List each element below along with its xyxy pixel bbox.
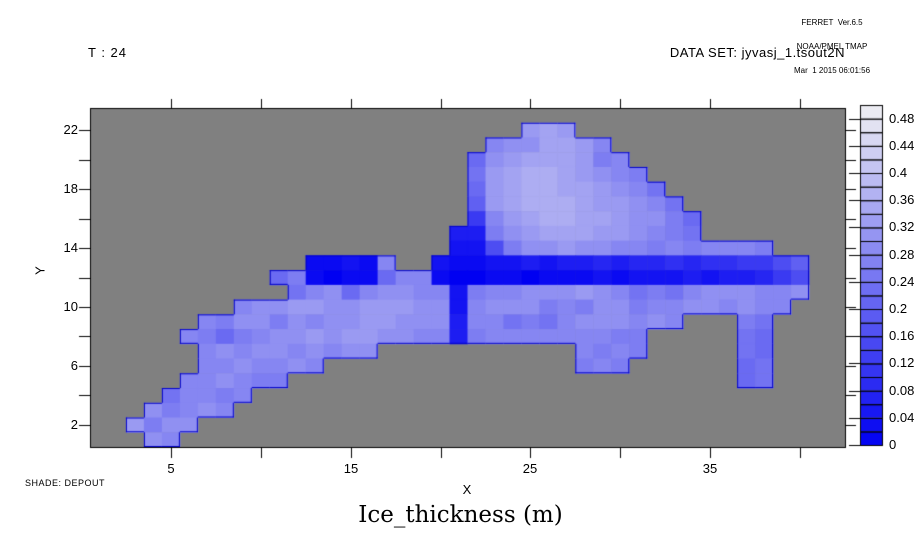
colorbar-tick-label: 0.16	[889, 328, 915, 343]
colorbar-tick-label: 0.32	[889, 219, 915, 234]
x-axis-title: X	[462, 482, 472, 497]
x-tick-label: 25	[522, 461, 538, 476]
dataset-label: DATA SET: jyvasj_1.tsout2N	[669, 45, 845, 60]
colorbar-tick-label: 0.04	[889, 410, 915, 425]
colorbar-tick-label: 0.08	[889, 383, 915, 398]
colorbar-tick-label: 0.24	[889, 274, 915, 289]
colorbar-tick-label: 0.12	[889, 355, 915, 370]
y-tick-label: 18	[63, 181, 78, 196]
time-step-label: T : 24	[88, 45, 128, 60]
ferret-org-text: NOAA/PMEL TMAP	[796, 42, 868, 51]
x-tick-label: 15	[343, 461, 359, 476]
y-axis-title: Y	[32, 266, 48, 275]
colorbar-tick-label: 0.36	[889, 192, 915, 207]
ferret-date-text: Mar 1 2015 06:01:56	[793, 66, 871, 75]
ferret-credit-block: FERRET Ver.6.5 NOAA/PMEL TMAP Mar 1 2015…	[757, 3, 907, 83]
colorbar-tick-label: 0.44	[889, 138, 915, 153]
shade-command-label: SHADE: DEPOUT	[25, 478, 106, 488]
x-tick-label: 5	[167, 461, 175, 476]
y-tick-label: 22	[63, 122, 78, 137]
y-tick-label: 14	[63, 240, 78, 255]
colorbar-tick-label: 0.2	[889, 301, 908, 316]
y-tick-label: 6	[70, 358, 78, 373]
ferret-version-text: FERRET Ver.6.5	[801, 18, 863, 27]
x-tick-label: 35	[702, 461, 718, 476]
colorbar-tick-label: 0.28	[889, 247, 915, 262]
colorbar-tick-label: 0	[889, 437, 897, 452]
y-tick-label: 2	[70, 417, 78, 432]
colorbar-tick-label: 0.4	[889, 165, 908, 180]
y-tick-label: 10	[63, 299, 78, 314]
colorbar-tick-label: 0.48	[889, 111, 915, 126]
plot-title: Ice_thickness (m)	[358, 502, 563, 528]
